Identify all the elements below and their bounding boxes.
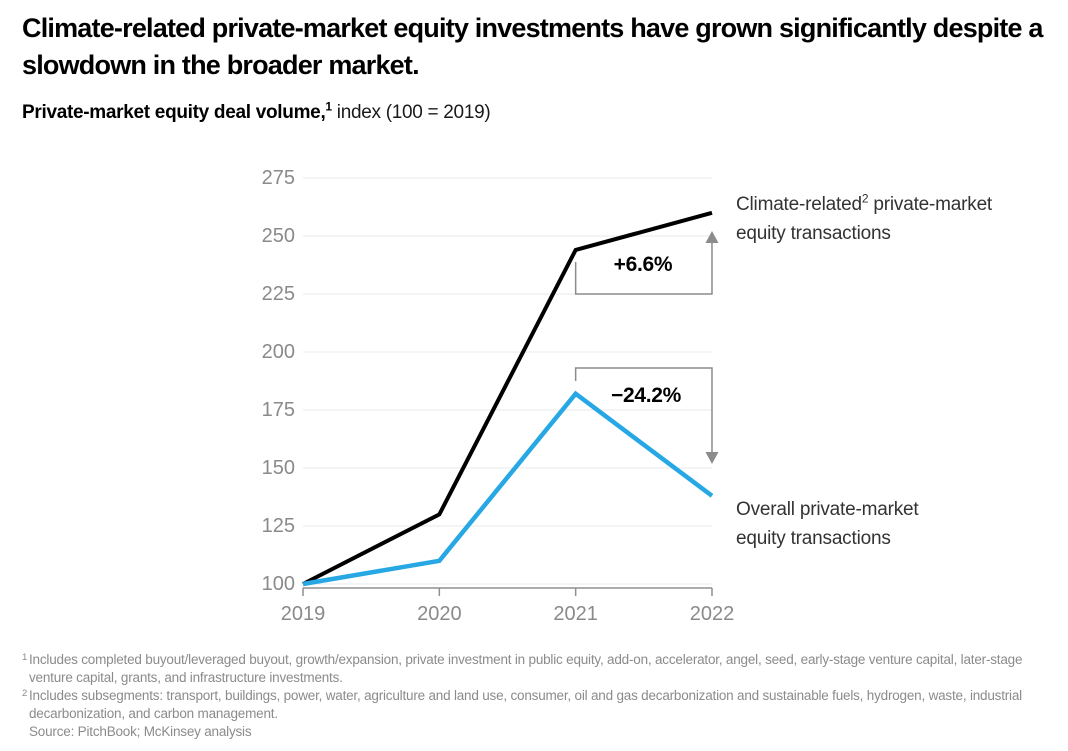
label-climate-footnote-marker: 2 — [861, 191, 869, 206]
y-tick-label-250: 250 — [261, 225, 295, 247]
x-tick-label-2022: 2022 — [689, 603, 735, 625]
x-tick-label-2019: 2019 — [280, 603, 326, 625]
y-tick-label-100: 100 — [261, 573, 295, 595]
annotation-overall-decline: −24.2% — [610, 384, 682, 407]
y-tick-label-225: 225 — [261, 283, 295, 305]
y-tick-label-125: 125 — [261, 515, 295, 537]
arrow-down-icon — [705, 452, 719, 464]
subtitle-footnote-marker: 1 — [325, 99, 332, 114]
x-tick-label-2021: 2021 — [553, 603, 598, 625]
subtitle-unit-text: index (100 = 2019) — [336, 102, 491, 123]
label-overall-line2: equity transactions — [736, 528, 891, 549]
y-tick-label-175: 175 — [261, 399, 295, 421]
footnote-2-marker: 2 — [22, 688, 28, 699]
label-climate-line1: Climate-related2 private-market — [736, 190, 992, 219]
footnote-source-text: Source: PitchBook; McKinsey analysis — [29, 724, 252, 739]
label-overall-series: Overall private-market equity transactio… — [736, 495, 919, 553]
footnote-1-text: Includes completed buyout/leveraged buyo… — [29, 652, 1023, 685]
label-climate-line2: equity transactions — [736, 223, 891, 244]
footnote-2-text: Includes subsegments: transport, buildin… — [29, 688, 1022, 721]
footnote-source: Source: PitchBook; McKinsey analysis — [22, 723, 1064, 741]
y-tick-label-275: 275 — [261, 167, 295, 189]
y-tick-label-200: 200 — [261, 341, 295, 363]
footnote-1: 1 Includes completed buyout/leveraged buy… — [22, 651, 1064, 687]
climate-series-line — [302, 210, 713, 586]
label-climate-text2: private-market — [868, 194, 993, 215]
footnote-1-marker: 1 — [22, 652, 28, 663]
x-tick-label-2020: 2020 — [417, 603, 462, 625]
arrow-up-icon — [705, 231, 719, 243]
chart-subtitle: Private-market equity deal volume,1 index… — [22, 99, 1062, 124]
label-climate-series: Climate-related2 private-market equity t… — [736, 190, 992, 248]
chart-headline: Climate-related private-market equity in… — [22, 13, 1043, 80]
overall-series-line — [302, 390, 714, 587]
footnotes-block: 1 Includes completed buyout/leveraged buy… — [22, 651, 1064, 741]
label-overall-line1: Overall private-market — [736, 499, 919, 520]
y-tick-label-150: 150 — [261, 457, 295, 479]
annotation-climate-growth: +6.6% — [613, 253, 673, 276]
label-climate-text: Climate-related — [736, 194, 862, 215]
bracket-climate-change — [574, 243, 713, 295]
bracket-overall-change — [574, 367, 713, 452]
footnote-2: 2 Includes subsegments: transport, buildi… — [22, 687, 1064, 723]
subtitle-bold-text: Private-market equity deal volume, — [22, 102, 326, 123]
